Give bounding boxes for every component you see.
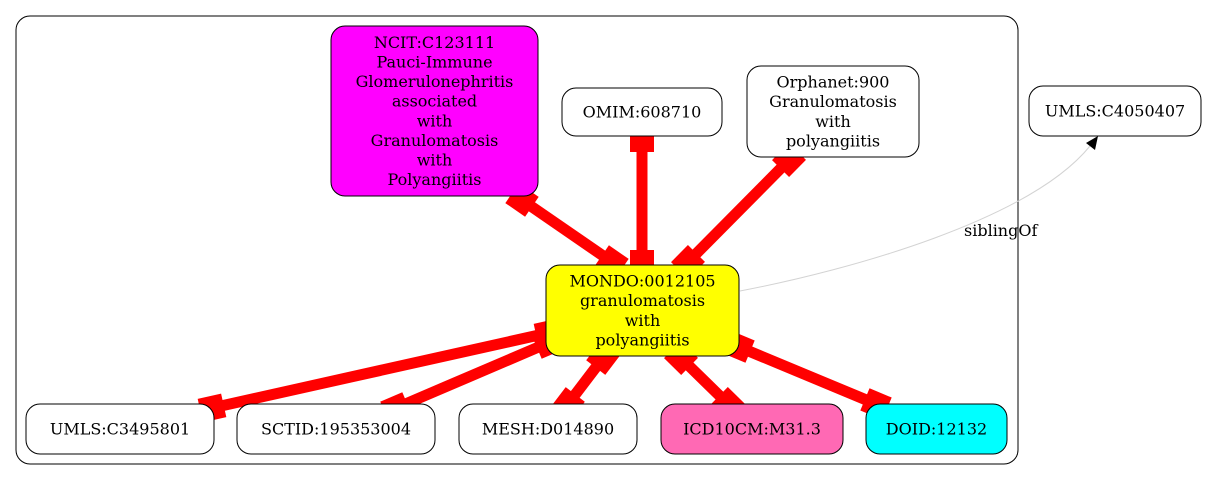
node-label-line: UMLS:C4050407 (1045, 101, 1185, 120)
node-umls-c3495801[interactable]: UMLS:C3495801 (26, 404, 214, 454)
node-label-line: Granulomatosis (371, 131, 499, 150)
node-omim[interactable]: OMIM:608710 (562, 88, 722, 136)
edge-orphanet-to-mondo (671, 143, 806, 279)
node-label-line: SCTID:195353004 (261, 419, 411, 438)
node-label-line: NCIT:C123111 (374, 33, 495, 52)
node-sctid[interactable]: SCTID:195353004 (237, 404, 435, 454)
node-label-line: Orphanet:900 (777, 73, 890, 92)
node-label-line: polyangiitis (786, 131, 880, 150)
node-label-line: Polyangiitis (388, 170, 482, 189)
node-label-line: UMLS:C3495801 (50, 419, 190, 438)
node-label-line: MONDO:0012105 (569, 272, 715, 291)
node-doid[interactable]: DOID:12132 (866, 404, 1007, 454)
node-label-line: with (815, 112, 851, 131)
edge-omim-to-mondo (630, 128, 654, 274)
node-label-line: with (625, 311, 661, 330)
node-label-line: OMIM:608710 (583, 102, 702, 121)
node-orphanet[interactable]: Orphanet:900Granulomatosiswithpolyangiit… (747, 66, 919, 157)
node-label-line: MESH:D014890 (482, 419, 614, 438)
node-label-line: Pauci-Immune (376, 52, 492, 71)
node-mondo[interactable]: MONDO:0012105granulomatosiswithpolyangii… (546, 265, 739, 356)
node-label-line: with (417, 111, 453, 130)
node-label-line: Glomerulonephritis (356, 72, 514, 91)
node-mesh[interactable]: MESH:D014890 (459, 404, 637, 454)
edge-ncit-to-mondo (505, 183, 628, 278)
node-label-line: ICD10CM:M31.3 (683, 419, 821, 438)
node-label-line: polyangiitis (595, 330, 689, 349)
node-umls-c4050407[interactable]: UMLS:C4050407 (1029, 86, 1201, 136)
edge-label: siblingOf (964, 221, 1038, 240)
node-label-line: DOID:12132 (886, 419, 987, 438)
node-layer: NCIT:C123111Pauci-ImmuneGlomerulonephrit… (26, 26, 1201, 454)
node-icd10cm[interactable]: ICD10CM:M31.3 (661, 404, 843, 454)
node-label-line: associated (392, 92, 477, 111)
node-label-line: Granulomatosis (769, 92, 897, 111)
node-ncit[interactable]: NCIT:C123111Pauci-ImmuneGlomerulonephrit… (331, 26, 538, 196)
node-label-line: granulomatosis (580, 291, 705, 310)
node-label-line: with (417, 150, 453, 169)
